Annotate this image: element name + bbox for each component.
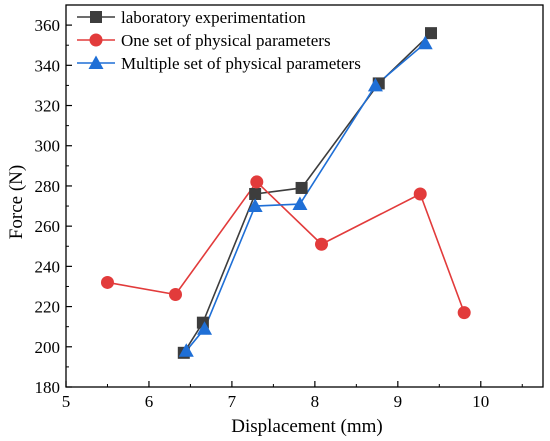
legend-label: laboratory experimentation — [121, 8, 306, 27]
y-tick-label: 240 — [35, 257, 61, 276]
series-lines — [107, 32, 465, 354]
x-tick-label: 6 — [145, 392, 154, 411]
y-tick-label: 220 — [35, 298, 61, 317]
legend-label: One set of physical parameters — [121, 31, 331, 50]
data-point-triangle — [197, 321, 213, 335]
data-point-triangle — [367, 77, 383, 92]
legend-label: Multiple set of physical parameters — [121, 54, 361, 73]
series-markers — [100, 27, 471, 359]
legend-marker-circle — [89, 33, 103, 47]
legend-marker-square — [90, 11, 102, 23]
data-point-square — [425, 27, 438, 40]
x-tick-label: 7 — [228, 392, 237, 411]
x-tick-label: 10 — [472, 392, 489, 411]
y-tick-label: 280 — [35, 177, 61, 196]
axis-ticks: 5 6 7 8 9 10 180 200 220 240 260 280 300 320 340 360 — [35, 4, 523, 411]
data-point-circle — [169, 288, 183, 302]
data-point-triangle — [247, 198, 263, 213]
plot-frame — [65, 4, 544, 388]
data-point-triangle — [417, 35, 433, 50]
data-point-circle — [250, 175, 264, 189]
y-tick-label: 320 — [35, 97, 61, 116]
data-point-circle — [100, 275, 114, 289]
data-point-triangle — [178, 343, 194, 357]
x-tick-label: 5 — [62, 392, 71, 411]
data-point-triangle — [292, 196, 308, 211]
data-point-square — [295, 181, 308, 194]
data-point-square — [249, 187, 262, 200]
y-tick-label: 200 — [35, 338, 61, 357]
y-axis-title: Force (N) — [6, 165, 27, 239]
y-tick-label: 360 — [35, 16, 61, 35]
y-tick-label: 300 — [35, 137, 61, 156]
data-point-circle — [413, 187, 427, 201]
x-axis-title: Displacement (mm) — [231, 416, 382, 437]
legend-marker-triangle — [88, 55, 104, 69]
series-line-circle — [107, 180, 465, 313]
x-tick-label: 8 — [311, 392, 320, 411]
y-tick-label: 340 — [35, 56, 61, 75]
series-line-triangle — [185, 42, 426, 352]
y-tick-label: 260 — [35, 217, 61, 236]
x-tick-label: 9 — [394, 392, 403, 411]
data-point-circle — [457, 306, 471, 320]
legend: laboratory experimentation One set of phy… — [77, 8, 361, 73]
y-tick-label: 180 — [35, 378, 61, 397]
data-point-circle — [315, 237, 329, 251]
